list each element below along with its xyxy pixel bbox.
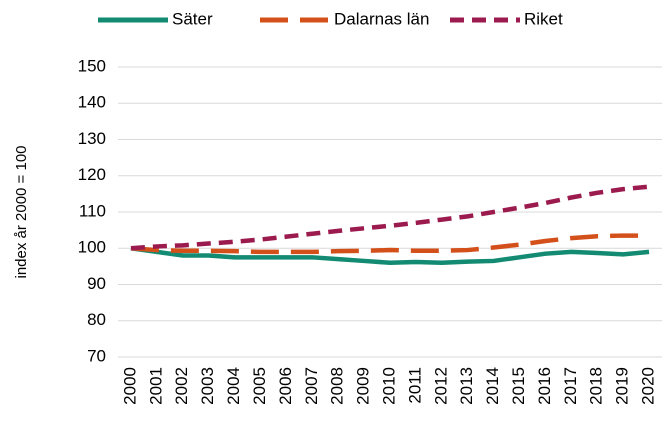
x-tick-label: 2004 xyxy=(224,367,243,405)
x-tick-label: 2012 xyxy=(431,367,450,405)
y-axis-label: index år 2000 = 100 xyxy=(13,145,30,278)
series-line xyxy=(130,246,650,266)
x-tick-label: 2018 xyxy=(587,367,606,405)
x-tick-label: 2009 xyxy=(354,367,373,405)
x-tick-label: 2007 xyxy=(302,367,321,405)
legend-label: Säter xyxy=(172,9,213,28)
x-tick-label: 2008 xyxy=(328,367,347,405)
series-line xyxy=(130,233,650,255)
x-tick-label: 2010 xyxy=(379,367,398,405)
legend-label: Riket xyxy=(524,9,563,28)
x-tick-label: 2020 xyxy=(639,367,658,405)
y-tick-label: 140 xyxy=(78,93,106,112)
y-tick-label: 120 xyxy=(78,165,106,184)
x-tick-label: 2011 xyxy=(405,367,424,404)
x-tick-label: 2013 xyxy=(457,367,476,405)
x-tick-label: 2001 xyxy=(146,367,165,405)
y-tick-label: 130 xyxy=(78,129,106,148)
y-tick-label: 70 xyxy=(87,346,106,365)
y-tick-label: 80 xyxy=(87,310,106,329)
x-tick-label: 2005 xyxy=(250,367,269,405)
x-tick-label: 2006 xyxy=(276,367,295,405)
y-tick-label: 100 xyxy=(78,238,106,257)
x-tick-label: 2002 xyxy=(172,367,191,405)
x-tick-label: 2015 xyxy=(509,367,528,405)
x-tick-label: 2000 xyxy=(120,367,139,405)
y-tick-label: 110 xyxy=(79,201,106,220)
x-tick-label: 2003 xyxy=(198,367,217,405)
x-tick-label: 2014 xyxy=(483,367,502,405)
x-tick-label: 2016 xyxy=(535,367,554,405)
legend-label: Dalarnas län xyxy=(334,9,429,28)
x-tick-label: 2019 xyxy=(613,367,632,405)
x-tick-label: 2017 xyxy=(561,367,580,405)
y-tick-label: 150 xyxy=(78,56,106,75)
y-tick-label: 90 xyxy=(87,274,106,293)
